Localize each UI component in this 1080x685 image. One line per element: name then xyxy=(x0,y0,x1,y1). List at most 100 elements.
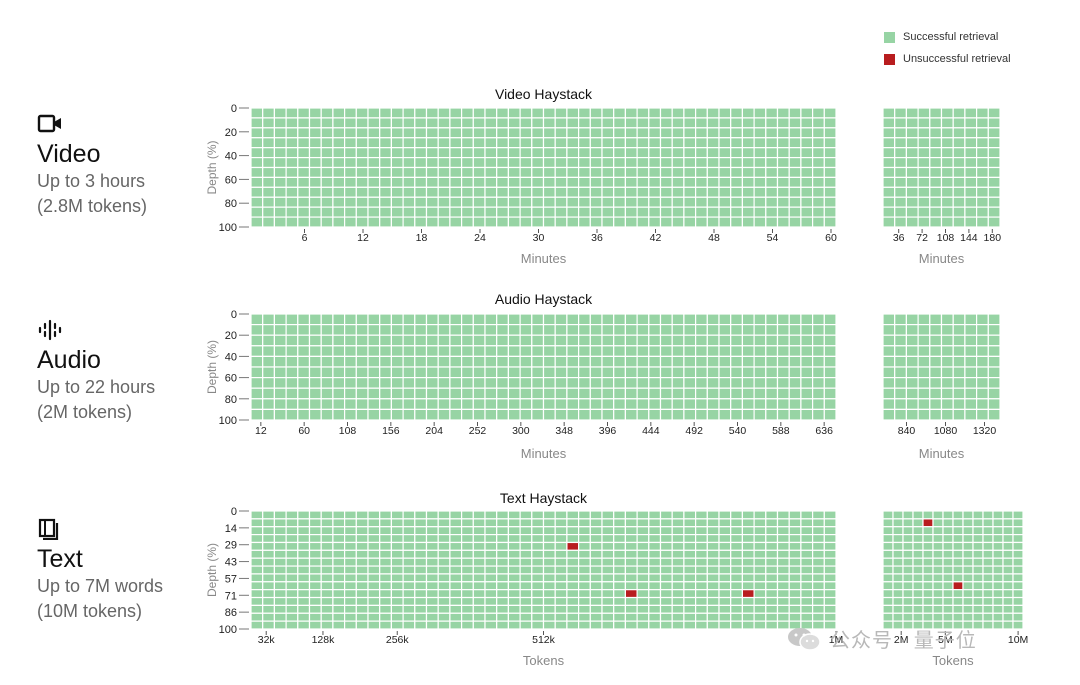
heatmap-cell xyxy=(332,355,346,368)
heatmap-cell xyxy=(718,604,732,614)
heatmap-cell xyxy=(437,565,451,575)
heatmap-cell xyxy=(894,127,908,139)
heatmap-cell xyxy=(531,156,545,169)
heatmap-cell xyxy=(730,541,744,551)
heatmap-cell xyxy=(390,176,404,188)
heatmap-cell xyxy=(461,581,474,591)
heatmap-cell xyxy=(461,176,474,188)
heatmap-cell xyxy=(519,324,533,336)
heatmap-cell xyxy=(554,334,568,347)
heatmap-cell xyxy=(344,107,357,119)
heatmap-cell xyxy=(776,596,790,606)
heatmap-cell xyxy=(800,107,814,119)
heatmap-cell xyxy=(613,117,627,129)
heatmap-cell xyxy=(753,117,767,129)
heatmap-cell xyxy=(882,581,894,591)
heatmap-cell xyxy=(554,206,568,218)
heatmap-cell xyxy=(922,604,934,614)
heatmap-cell xyxy=(788,107,802,119)
heatmap-cell xyxy=(367,324,381,336)
heatmap-cell xyxy=(542,137,556,149)
heatmap-cell xyxy=(741,612,755,622)
heatmap-cell xyxy=(753,355,767,368)
heatmap-cell xyxy=(414,526,428,536)
x-tick-label: 156 xyxy=(382,425,400,437)
heatmap-cell xyxy=(683,604,697,614)
heatmap-cell xyxy=(917,137,931,149)
heatmap-cell xyxy=(1012,533,1024,544)
heatmap-cell xyxy=(449,398,463,410)
heatmap-cell xyxy=(992,565,1004,575)
heatmap-cell xyxy=(940,313,954,326)
heatmap-cell xyxy=(402,387,416,400)
heatmap-cell xyxy=(262,127,276,139)
heatmap-cell xyxy=(753,127,767,139)
heatmap-cell xyxy=(671,612,685,622)
heatmap-cell xyxy=(992,612,1004,622)
heatmap-cell xyxy=(461,147,474,159)
heatmap-cell xyxy=(285,620,299,630)
heatmap-cell xyxy=(577,573,591,583)
heatmap-cell xyxy=(753,377,767,389)
heatmap-cell xyxy=(484,137,498,149)
heatmap-cell xyxy=(929,355,943,368)
heatmap-cell xyxy=(706,334,720,347)
heatmap-cell xyxy=(811,398,825,410)
heatmap-cell xyxy=(425,510,439,520)
heatmap-cell xyxy=(636,196,650,208)
heatmap-cell xyxy=(379,117,393,129)
heatmap-cell xyxy=(683,557,697,567)
heatmap-cell xyxy=(788,510,802,520)
heatmap-cell xyxy=(706,518,720,528)
heatmap-cell xyxy=(952,156,966,169)
heatmap-cell xyxy=(730,345,744,357)
heatmap-cell xyxy=(811,216,825,228)
heatmap-cell xyxy=(882,398,896,410)
heatmap-cell xyxy=(379,186,393,198)
heatmap-cell xyxy=(355,176,369,188)
heatmap-cell xyxy=(671,565,685,575)
heatmap-cell xyxy=(367,377,381,389)
heatmap-cell xyxy=(414,147,428,159)
heatmap-cell xyxy=(776,377,790,389)
heatmap-cell xyxy=(952,541,964,551)
heatmap-cell xyxy=(905,313,919,326)
heatmap-cell xyxy=(765,137,779,149)
heatmap-cell xyxy=(683,216,697,228)
heatmap-cell xyxy=(671,589,685,599)
x-tick-label: 1080 xyxy=(934,425,958,437)
heatmap-cell xyxy=(636,137,650,149)
heatmap-cell xyxy=(671,557,685,567)
heatmap-cell xyxy=(741,557,755,567)
heatmap-cell xyxy=(648,117,662,129)
heatmap-cell xyxy=(379,137,393,149)
heatmap-cell xyxy=(449,345,463,357)
heatmap-cell xyxy=(507,206,521,218)
heatmap-cell xyxy=(942,604,954,614)
heatmap-cell xyxy=(823,345,837,357)
heatmap-cell xyxy=(542,216,556,228)
heatmap-cell xyxy=(554,620,568,630)
heatmap-cell xyxy=(962,510,974,520)
heatmap-cell xyxy=(987,398,1001,410)
heatmap-cell xyxy=(472,313,486,326)
heatmap-cell xyxy=(554,408,568,421)
heatmap-cell xyxy=(507,186,521,198)
heatmap-cell xyxy=(624,186,638,198)
heatmap-main-panel xyxy=(250,107,837,228)
heatmap-cell xyxy=(414,510,428,520)
heatmap-cell xyxy=(390,117,404,129)
heatmap-cell xyxy=(952,612,964,622)
heatmap-cell xyxy=(917,313,931,326)
heatmap-cell xyxy=(1002,589,1014,599)
heatmap-cell xyxy=(718,620,732,630)
heatmap-cell xyxy=(449,612,463,622)
heatmap-cell xyxy=(648,549,662,559)
heatmap-cell xyxy=(753,313,767,326)
heatmap-cell xyxy=(718,127,732,139)
heatmap-cell xyxy=(823,604,837,614)
heatmap-cell xyxy=(741,408,755,421)
heatmap-cell xyxy=(379,176,393,188)
heatmap-cell xyxy=(671,408,685,421)
heatmap-cell xyxy=(308,216,322,228)
